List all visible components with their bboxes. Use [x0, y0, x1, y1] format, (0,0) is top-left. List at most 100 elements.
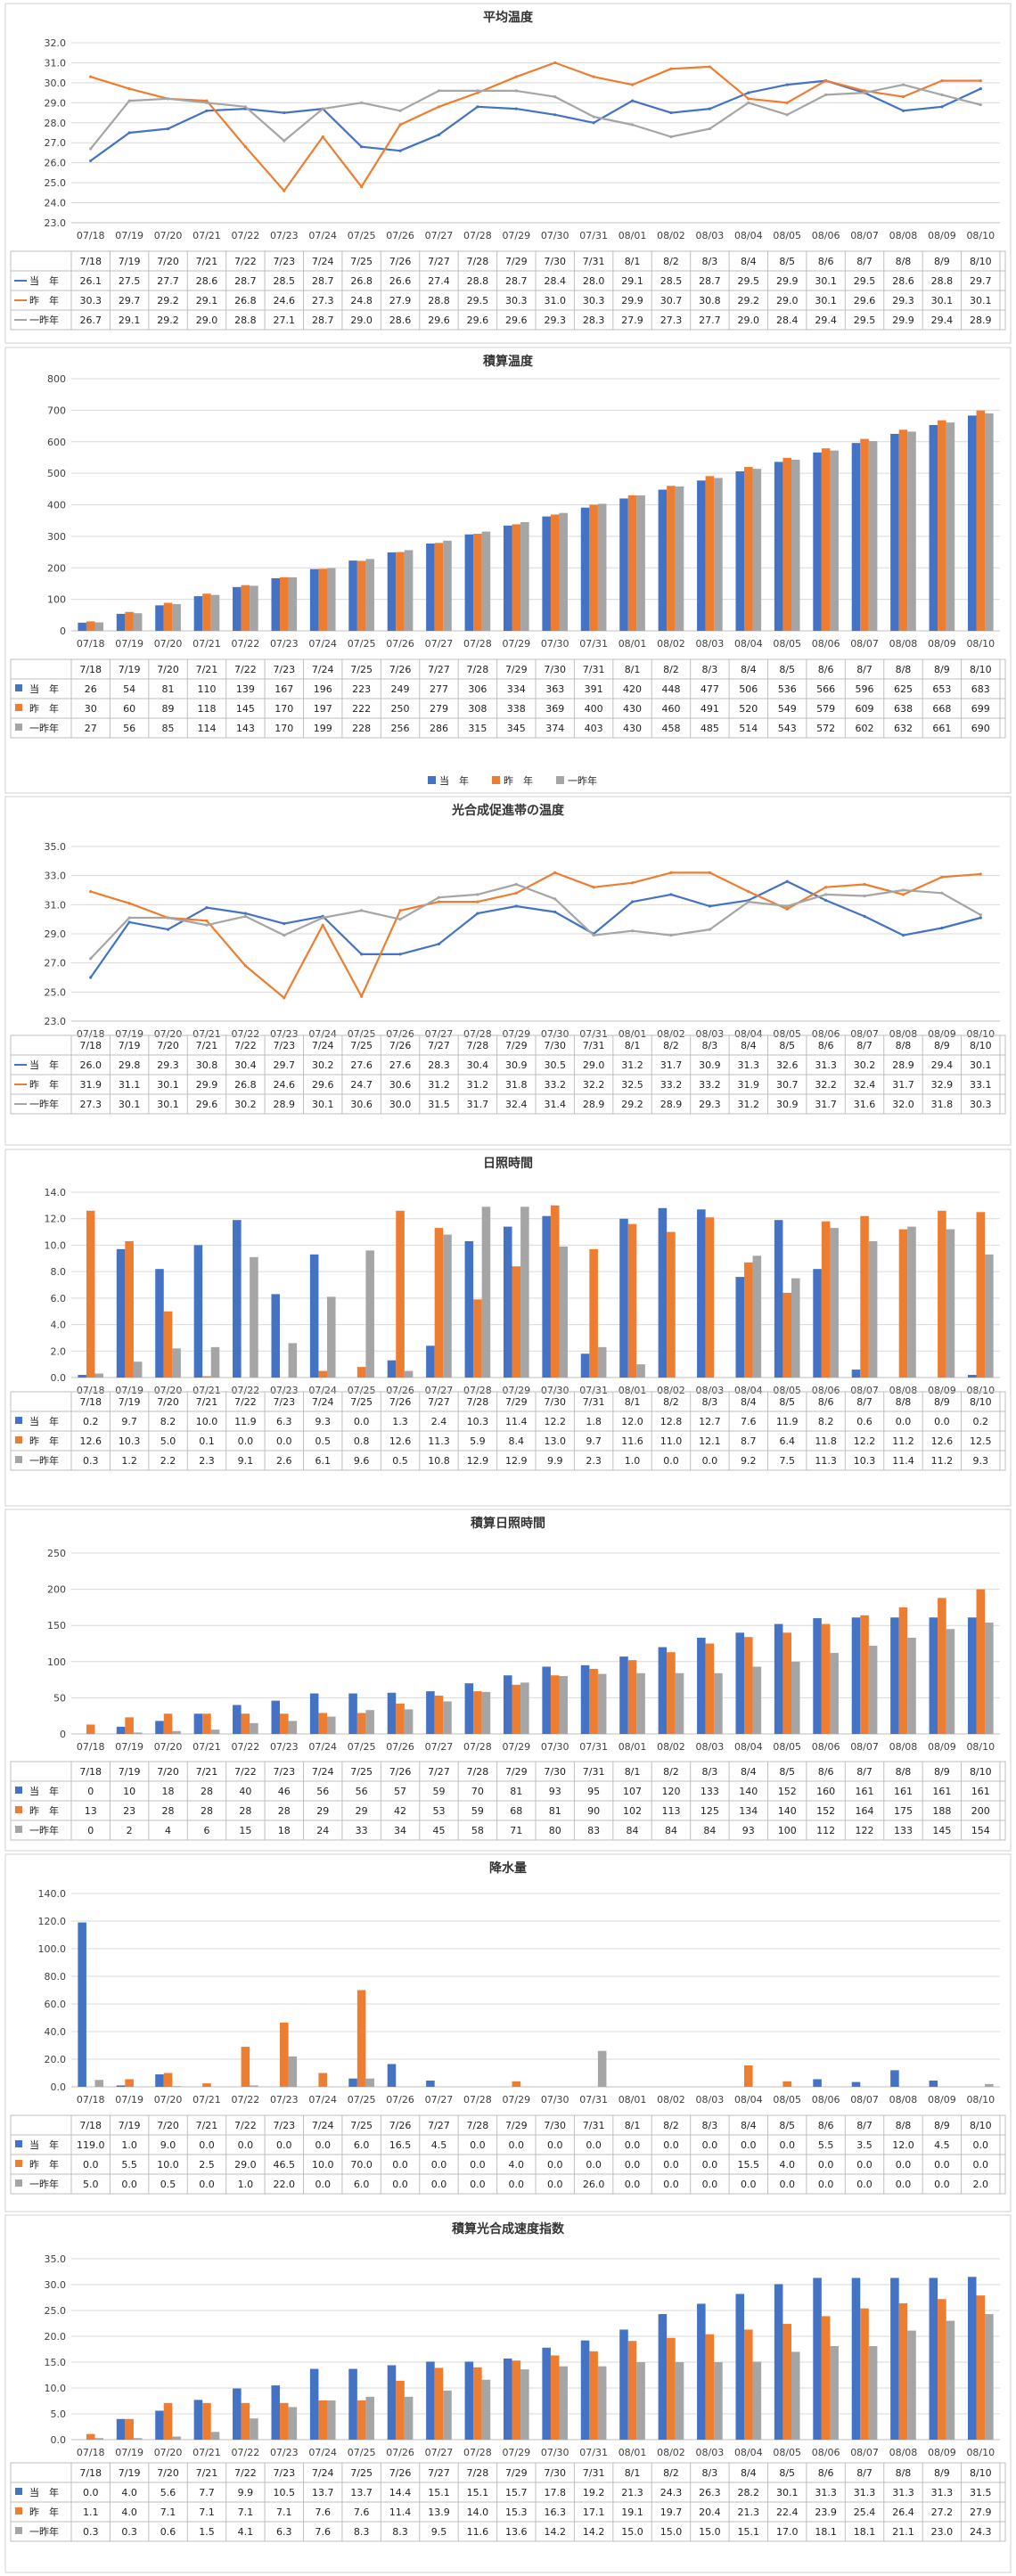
table-header-cell: 7/22: [234, 1396, 257, 1408]
table-value-cell: 0.0: [741, 2139, 757, 2151]
table-value-cell: 161: [932, 1786, 951, 1797]
table-header-cell: 7/30: [544, 1766, 566, 1778]
table-value-cell: 29.0: [196, 315, 218, 326]
bar-current: [116, 2418, 126, 2440]
table-value-cell: 1.0: [121, 2139, 137, 2151]
table-header-cell: 8/4: [741, 1766, 757, 1778]
table-value-cell: 31.2: [428, 1079, 450, 1091]
x-tick-label: 08/08: [889, 638, 918, 650]
table-value-cell: 84: [665, 1825, 677, 1836]
bar-current: [658, 1207, 668, 1378]
table-series-name: 昨 年: [29, 1078, 59, 1091]
table-header-cell: 8/4: [741, 1040, 757, 1051]
table-value-cell: 14.2: [583, 2526, 605, 2538]
bar-last_year: [976, 410, 986, 631]
data-point-two_years_ago: [979, 102, 982, 107]
x-tick-label: 07/27: [425, 1741, 454, 1753]
bar-last_year: [782, 2324, 791, 2440]
table-header-cell: 7/29: [505, 2120, 528, 2131]
data-point-last_year: [89, 890, 93, 894]
table-value-cell: 31.9: [79, 1079, 102, 1091]
table-value-cell: 400: [585, 703, 603, 715]
x-tick-label: 08/05: [773, 2447, 801, 2458]
bar-current: [271, 1294, 281, 1378]
table-value-cell: 18: [278, 1825, 291, 1836]
bar-current: [426, 2081, 435, 2087]
data-point-two_years_ago: [476, 89, 479, 93]
bar-last_year: [550, 1675, 560, 1734]
table-value-cell: 0.0: [199, 2139, 215, 2151]
table-header-cell: 8/4: [741, 664, 757, 675]
x-tick-label: 07/28: [463, 1028, 492, 1040]
bar-two_years_ago: [365, 2078, 374, 2087]
bar-last_year: [163, 1713, 173, 1734]
chart-title: 日照時間: [483, 1156, 533, 1171]
table-value-cell: 83: [587, 1825, 600, 1836]
table-value-cell: 12.6: [79, 1435, 102, 1447]
x-tick-label: 07/27: [425, 2447, 454, 2458]
table-header-cell: 8/10: [970, 1396, 992, 1408]
table-value-cell: 25.4: [854, 2506, 876, 2518]
table-header-cell: 8/1: [625, 1396, 641, 1408]
table-value-cell: 369: [545, 703, 564, 715]
table-header-cell: 7/30: [544, 664, 566, 675]
table-value-cell: 30.2: [312, 1059, 334, 1071]
table-value-cell: 596: [856, 683, 874, 695]
data-point-current: [166, 928, 170, 931]
table-value-cell: 0.0: [856, 2159, 873, 2171]
table-value-cell: 690: [971, 723, 990, 734]
bar-last_year: [744, 1637, 753, 1734]
table-value-cell: 8.2: [818, 1416, 834, 1427]
table-value-cell: 8.4: [509, 1435, 525, 1447]
x-tick-label: 07/22: [232, 638, 260, 650]
table-value-cell: 175: [894, 1805, 913, 1817]
table-value-cell: 125: [701, 1805, 719, 1817]
chart-panel-avg-temp: 平均温度 23.0 24.0 25.0 26.0 27.0 28.0 29.0 30.0 31.0…: [4, 3, 1012, 344]
bar-current: [774, 462, 783, 631]
y-tick-label: 31.0: [45, 57, 67, 69]
bar-current: [542, 1215, 551, 1378]
bar-two_years_ago: [210, 1346, 220, 1378]
bar-current: [735, 2294, 745, 2440]
table-header-cell: 8/9: [934, 256, 950, 267]
table-value-cell: 29.0: [583, 1059, 605, 1071]
table-series-name: 昨 年: [29, 294, 59, 307]
table-header-cell: 7/18: [79, 664, 102, 675]
bar-two_years_ago: [210, 1730, 220, 1734]
table-value-cell: 279: [430, 703, 448, 715]
table-value-cell: 7.1: [276, 2506, 292, 2518]
table-value-cell: 26.6: [389, 275, 412, 287]
data-point-two_years_ago: [283, 139, 286, 143]
table-value-cell: 228: [352, 723, 371, 734]
data-point-two_years_ago: [127, 916, 131, 920]
x-tick-label: 07/28: [463, 1385, 492, 1396]
table-header-cell: 7/19: [119, 2120, 141, 2131]
table-value-cell: 29.4: [815, 315, 837, 326]
table-value-cell: 24: [316, 1825, 329, 1836]
table-header-cell: 8/2: [663, 1396, 679, 1408]
table-value-cell: 200: [971, 1805, 990, 1817]
bar-current: [890, 2278, 899, 2440]
bar-last_year: [125, 1240, 134, 1378]
bar-current: [658, 2314, 668, 2440]
table-value-cell: 420: [623, 683, 642, 695]
y-tick-label: 10.0: [45, 1239, 67, 1251]
bar-two_years_ago: [907, 431, 916, 631]
x-tick-label: 07/30: [541, 230, 569, 241]
series-line-last_year: [90, 61, 981, 192]
legend-key-current: [15, 684, 22, 691]
table-value-cell: 683: [971, 683, 990, 695]
table-value-cell: 11.4: [389, 2506, 412, 2518]
table-header-cell: 7/29: [505, 1040, 528, 1051]
x-tick-label: 08/02: [657, 1741, 685, 1753]
table-header-cell: 8/2: [663, 256, 679, 267]
bar-two_years_ago: [288, 1343, 298, 1378]
table-value-cell: 10.0: [196, 1416, 218, 1427]
table-value-cell: 28.6: [892, 275, 914, 287]
bar-last_year: [782, 1292, 791, 1378]
table-header-cell: 7/28: [467, 1040, 489, 1051]
table-value-cell: 102: [623, 1805, 642, 1817]
data-point-two_years_ago: [747, 900, 750, 904]
table-header-cell: 7/19: [119, 256, 141, 267]
table-value-cell: 29.0: [234, 2159, 257, 2171]
